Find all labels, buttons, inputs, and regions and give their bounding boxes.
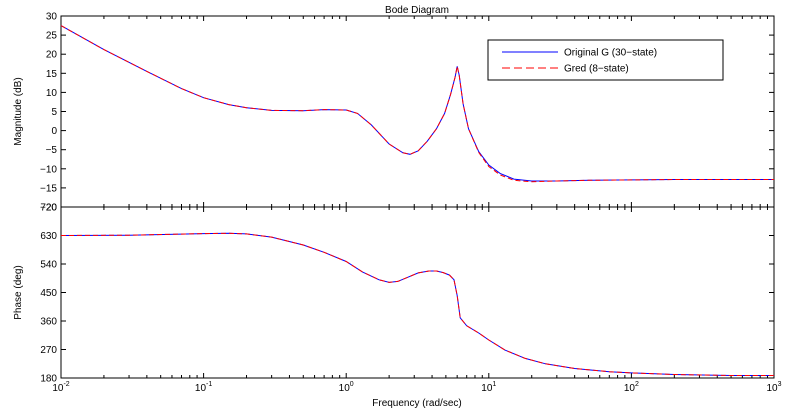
x-tick-label: 101 xyxy=(481,381,496,394)
magnitude-y-tick-label: 25 xyxy=(46,31,58,42)
magnitude-y-tick-label: 30 xyxy=(46,12,58,23)
magnitude-series-gred-8-state xyxy=(60,25,774,183)
legend-box xyxy=(487,39,724,81)
legend: Original G (30−state) Gred (8−state) xyxy=(487,39,724,81)
magnitude-y-tick-label: −5 xyxy=(46,145,58,156)
magnitude-y-tick-label: −10 xyxy=(40,164,57,175)
magnitude-y-tick-label: −20 xyxy=(40,203,57,214)
phase-series-original-g-30-state xyxy=(60,232,774,376)
x-tick-label: 100 xyxy=(339,381,354,394)
magnitude-y-tick-label: 20 xyxy=(46,50,58,61)
panels-layer: −20 −15 −10 −5 0 5 10 15 20 25 30 Magnitude (dB) 180… xyxy=(13,12,782,395)
legend-label-gred: Gred (8−state) xyxy=(564,64,629,75)
chart-title: Bode Diagram xyxy=(385,5,449,16)
phase-axes-box xyxy=(60,206,775,379)
x-tick-label: 103 xyxy=(766,381,781,394)
magnitude-y-tick-label: −15 xyxy=(40,183,57,194)
phase-y-tick-label: 450 xyxy=(40,288,57,299)
phase-y-tick-label: 270 xyxy=(40,345,57,356)
phase-y-tick-label: 720 xyxy=(40,203,57,214)
magnitude-y-tick-label: 15 xyxy=(46,69,58,80)
x-axis-title: Frequency (rad/sec) xyxy=(372,398,461,409)
x-tick-label: 10-2 xyxy=(52,381,69,394)
x-tick-label: 102 xyxy=(624,381,639,394)
phase-y-tick-label: 360 xyxy=(40,317,57,328)
phase-y-tick-label: 540 xyxy=(40,260,57,271)
phase-y-tick-label: 630 xyxy=(40,231,57,242)
magnitude-y-axis-title: Magnitude (dB) xyxy=(13,77,24,145)
phase-y-axis-title: Phase (deg) xyxy=(13,265,24,319)
magnitude-y-tick-label: 10 xyxy=(46,88,58,99)
magnitude-y-tick-label: 0 xyxy=(51,126,57,137)
magnitude-y-tick-label: 5 xyxy=(51,107,57,118)
phase-series-gred-8-state xyxy=(60,232,774,376)
phase-y-tick-label: 180 xyxy=(40,374,57,385)
x-tick-label: 10-1 xyxy=(195,381,212,394)
legend-label-original: Original G (30−state) xyxy=(564,48,657,59)
